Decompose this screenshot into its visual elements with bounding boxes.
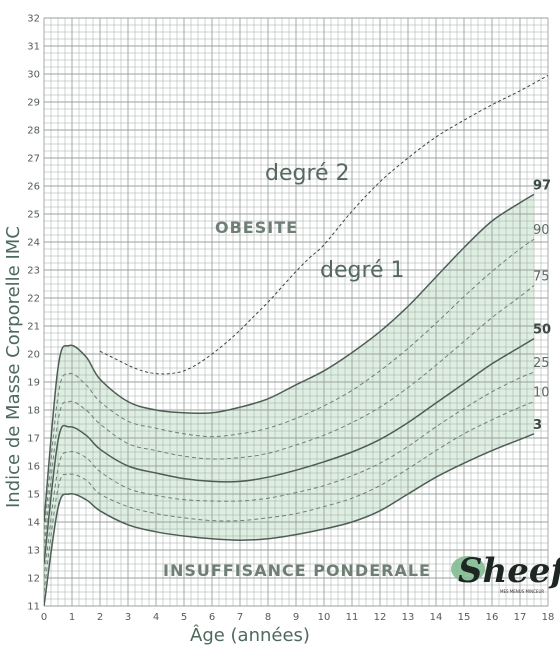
x-tick-label: 14 bbox=[430, 612, 443, 623]
y-tick-label: 21 bbox=[27, 322, 40, 333]
x-axis-title: Âge (années) bbox=[190, 624, 310, 646]
y-tick-label: 16 bbox=[27, 462, 40, 473]
x-tick-label: 16 bbox=[486, 612, 499, 623]
x-tick-label: 3 bbox=[125, 612, 131, 623]
x-tick-label: 17 bbox=[514, 612, 527, 623]
y-axis-ticks: 11 12 13 14 15 16 17 18 19 20 21 22 23 24 25 26 27 28 29 30… bbox=[27, 14, 40, 613]
y-tick-label: 25 bbox=[27, 210, 40, 221]
y-tick-label: 26 bbox=[27, 182, 40, 193]
y-tick-label: 11 bbox=[27, 602, 40, 613]
x-axis-ticks: 0 1 2 3 4 5 6 7 8 9 10 11 12 13 14 15 16 17 18 bbox=[41, 612, 555, 623]
x-tick-label: 4 bbox=[153, 612, 159, 623]
annotation-obesity-1: degré 1 bbox=[320, 258, 405, 283]
sheef-logo: Sheef MES MENUS MINCEUR bbox=[451, 551, 560, 594]
y-tick-label: 28 bbox=[27, 126, 40, 137]
percentile-label-p75: 75 bbox=[533, 269, 550, 284]
percentile-curve-p97 bbox=[44, 193, 535, 523]
y-tick-label: 22 bbox=[27, 294, 40, 305]
obesity-threshold-line bbox=[99, 74, 548, 375]
percentile-curve-p50 bbox=[44, 337, 535, 565]
y-axis-title: Indice de Masse Corporelle IMC bbox=[3, 226, 24, 508]
y-tick-label: 13 bbox=[27, 546, 40, 557]
percentile-curve-p25 bbox=[44, 371, 535, 579]
y-tick-label: 17 bbox=[27, 434, 40, 445]
x-tick-label: 8 bbox=[265, 612, 271, 623]
percentile-label-p90: 90 bbox=[533, 223, 550, 238]
y-tick-label: 14 bbox=[27, 518, 40, 529]
y-tick-label: 30 bbox=[27, 70, 40, 81]
annotation-obesity: OBESITE bbox=[215, 218, 298, 237]
percentile-label-p25: 25 bbox=[533, 356, 550, 371]
grid-major bbox=[43, 17, 549, 607]
y-tick-label: 19 bbox=[27, 378, 40, 389]
percentile-label-p10: 10 bbox=[533, 386, 550, 401]
x-tick-label: 5 bbox=[181, 612, 187, 623]
x-tick-label: 12 bbox=[374, 612, 387, 623]
x-tick-label: 15 bbox=[458, 612, 471, 623]
x-tick-label: 13 bbox=[402, 612, 415, 623]
x-tick-label: 1 bbox=[69, 612, 75, 623]
percentile-curve-p3 bbox=[44, 433, 535, 606]
percentile-label-p3: 3 bbox=[533, 418, 542, 433]
y-tick-label: 29 bbox=[27, 98, 40, 109]
percentile-curve-p75 bbox=[44, 285, 535, 551]
y-tick-label: 32 bbox=[27, 14, 40, 25]
annotation-obesity-2: degré 2 bbox=[265, 161, 350, 186]
y-tick-label: 23 bbox=[27, 266, 40, 277]
logo-leaf-icon bbox=[451, 556, 485, 582]
logo-text: Sheef bbox=[458, 551, 560, 591]
percentile-curves bbox=[44, 193, 535, 606]
x-tick-label: 2 bbox=[97, 612, 103, 623]
percentile-curve-p10 bbox=[44, 401, 535, 593]
y-tick-label: 12 bbox=[27, 574, 40, 585]
x-tick-label: 10 bbox=[318, 612, 331, 623]
percentile-label-p97: 97 bbox=[533, 178, 551, 193]
y-tick-label: 20 bbox=[27, 350, 40, 361]
x-tick-label: 0 bbox=[41, 612, 47, 623]
x-tick-label: 11 bbox=[346, 612, 359, 623]
x-tick-label: 6 bbox=[209, 612, 215, 623]
percentile-labels: 97 90 75 50 25 10 3 bbox=[533, 178, 551, 432]
y-tick-label: 31 bbox=[27, 42, 40, 53]
annotation-underweight: INSUFFISANCE PONDERALE bbox=[163, 561, 431, 580]
percentile-curve-p90 bbox=[44, 238, 535, 537]
x-tick-label: 9 bbox=[293, 612, 299, 623]
y-tick-label: 18 bbox=[27, 406, 40, 417]
y-tick-label: 27 bbox=[27, 154, 40, 165]
y-tick-label: 24 bbox=[27, 238, 40, 249]
logo-tagline: MES MENUS MINCEUR bbox=[500, 589, 544, 594]
y-tick-label: 15 bbox=[27, 490, 40, 501]
x-tick-label: 18 bbox=[542, 612, 555, 623]
percentile-label-p50: 50 bbox=[533, 323, 551, 338]
x-tick-label: 7 bbox=[237, 612, 243, 623]
